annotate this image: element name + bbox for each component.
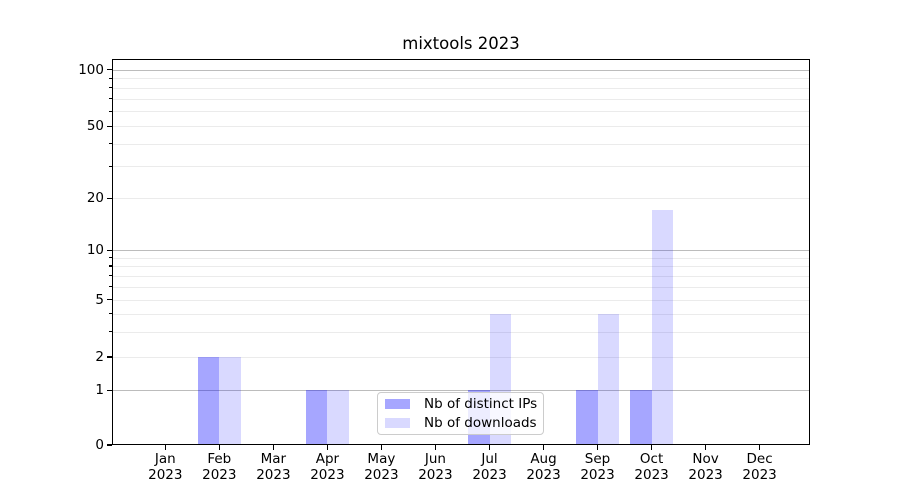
x-tick-label-nov: Nov 2023: [688, 451, 723, 483]
y-tick-label-0: 0: [95, 436, 104, 453]
plot-area: [112, 59, 810, 445]
gridline-y-9: [113, 257, 809, 259]
y-minor-tick-mark-3: [109, 331, 112, 333]
y-tick-label-2: 2: [95, 348, 104, 365]
gridline-y-5: [113, 299, 809, 301]
gridline-y-1: [113, 390, 809, 392]
y-minor-tick-mark-60: [109, 110, 112, 113]
bar-downloads-feb: [219, 356, 241, 444]
bar-distinct-ips-apr: [305, 390, 328, 444]
bar-distinct-ips-feb: [197, 356, 220, 444]
gridline-y-30: [113, 166, 809, 168]
x-tick-mark-sep: [597, 445, 599, 450]
y-tick-label-20: 20: [86, 190, 104, 207]
x-tick-label-jun: Jun 2023: [418, 451, 453, 483]
bar-downloads-oct: [651, 210, 674, 444]
x-tick-mark-nov: [705, 445, 707, 450]
y-tick-mark-5: [106, 299, 112, 301]
y-tick-label-50: 50: [86, 118, 104, 135]
gridline-y-80: [113, 87, 809, 89]
legend-swatch-downloads: [385, 418, 410, 428]
legend-item-distinct-ips: Nb of distinct IPs: [385, 396, 543, 412]
y-minor-tick-mark-4: [109, 313, 112, 315]
x-tick-mark-jan: [164, 445, 166, 450]
x-tick-label-jul: Jul 2023: [472, 451, 507, 483]
gridline-y-4: [113, 313, 809, 315]
y-tick-label-100: 100: [78, 61, 104, 78]
gridline-y-10: [113, 250, 809, 251]
gridline-y-100: [113, 69, 809, 71]
y-minor-tick-mark-90: [109, 77, 112, 79]
legend-label-downloads: Nb of downloads: [424, 415, 537, 431]
y-tick-mark-100: [106, 69, 112, 71]
y-minor-tick-mark-70: [109, 98, 112, 100]
y-tick-mark-1: [106, 389, 112, 391]
x-tick-label-oct: Oct 2023: [634, 451, 669, 483]
bar-downloads-apr: [327, 390, 349, 444]
gridline-y-60: [113, 111, 809, 113]
x-tick-label-apr: Apr 2023: [310, 451, 345, 483]
bar-distinct-ips-oct: [630, 390, 652, 444]
x-tick-label-dec: Dec 2023: [742, 451, 777, 483]
gridline-y-3: [113, 331, 809, 333]
y-tick-label-1: 1: [95, 382, 104, 399]
y-tick-mark-20: [106, 197, 112, 199]
y-minor-tick-mark-7: [109, 275, 112, 277]
y-minor-tick-mark-6: [109, 286, 112, 288]
x-tick-label-aug: Aug 2023: [526, 451, 561, 483]
bar-downloads-sep: [597, 313, 619, 444]
y-minor-tick-mark-9: [109, 257, 112, 259]
legend-item-downloads: Nb of downloads: [385, 415, 543, 431]
x-tick-mark-jul: [489, 445, 491, 450]
y-minor-tick-mark-8: [109, 265, 112, 267]
x-tick-mark-feb: [218, 445, 220, 450]
y-tick-mark-0: [106, 444, 112, 446]
y-tick-label-5: 5: [95, 291, 104, 308]
gridline-y-70: [113, 98, 809, 100]
x-tick-mark-dec: [759, 445, 761, 450]
legend-label-distinct-ips: Nb of distinct IPs: [424, 396, 538, 412]
x-tick-mark-mar: [272, 445, 275, 450]
gridline-y-90: [113, 78, 809, 80]
x-tick-mark-apr: [326, 445, 329, 450]
x-tick-label-feb: Feb 2023: [202, 451, 237, 483]
x-tick-mark-aug: [543, 445, 545, 450]
gridline-y-8: [113, 265, 809, 267]
y-minor-tick-mark-30: [109, 165, 112, 168]
y-tick-label-10: 10: [86, 242, 104, 258]
chart-title: mixtools 2023: [402, 34, 520, 53]
bar-distinct-ips-sep: [576, 390, 598, 444]
y-minor-tick-mark-40: [109, 143, 112, 145]
legend-swatch-distinct-ips: [385, 399, 410, 409]
x-tick-label-jan: Jan 2023: [148, 451, 183, 483]
x-tick-label-may: May 2023: [364, 451, 399, 483]
x-tick-label-mar: Mar 2023: [256, 451, 291, 483]
gridline-y-50: [113, 126, 809, 128]
y-tick-mark-50: [106, 125, 112, 127]
x-tick-mark-oct: [651, 445, 653, 450]
y-tick-mark-10: [106, 249, 112, 251]
x-tick-label-sep: Sep 2023: [580, 451, 615, 483]
y-tick-mark-2: [106, 356, 112, 358]
x-tick-mark-may: [380, 445, 383, 450]
gridline-y-2: [113, 356, 809, 358]
legend: Nb of distinct IPs Nb of downloads: [377, 392, 544, 435]
y-minor-tick-mark-80: [109, 87, 112, 89]
gridline-y-20: [113, 198, 809, 200]
gridline-y-40: [113, 143, 809, 145]
gridline-y-6: [113, 286, 809, 288]
gridline-y-7: [113, 275, 809, 277]
x-tick-mark-jun: [434, 445, 437, 450]
